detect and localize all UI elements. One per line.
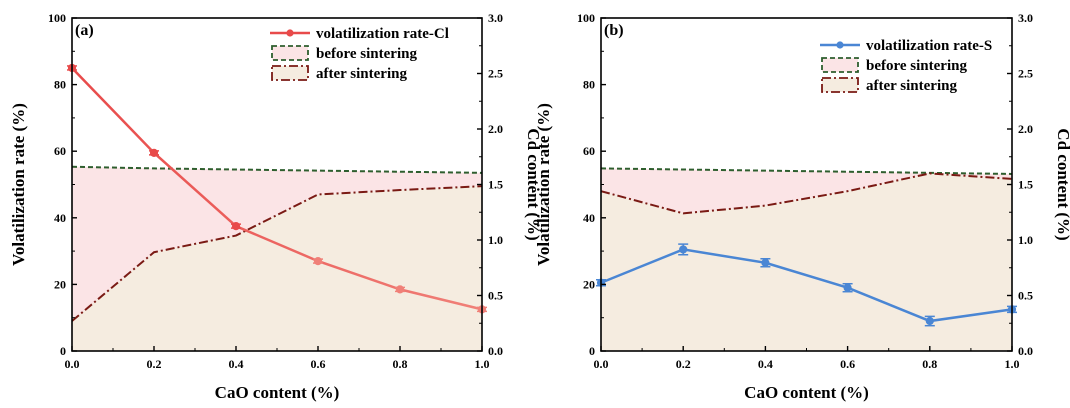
y-left-tick-label: 80 <box>583 78 595 92</box>
volatilization-line <box>71 67 483 311</box>
data-point <box>149 148 159 157</box>
y-right-tick-label: 3.0 <box>1018 11 1033 25</box>
x-tick-label: 0.6 <box>311 357 326 371</box>
y-left-tick-label: 40 <box>54 211 66 225</box>
y-right-tick-label: 1.5 <box>1018 178 1033 192</box>
data-point <box>231 222 241 231</box>
y-right-tick-label: 0.5 <box>1018 289 1033 303</box>
panel-label: (a) <box>75 22 94 39</box>
y-right-tick-label: 2.5 <box>1018 67 1033 81</box>
data-point <box>313 256 323 266</box>
x-tick-label: 0.2 <box>676 357 691 371</box>
x-tick-label: 1.0 <box>1005 357 1020 371</box>
y-right-axis-title: Cd content (%) <box>524 128 543 240</box>
y-left-tick-label: 100 <box>48 11 66 25</box>
legend-label: before sintering <box>316 46 417 62</box>
after-sintering-area <box>72 186 482 351</box>
y-right-tick-label: 3.0 <box>488 11 503 25</box>
y-right-tick-label: 2.0 <box>1018 122 1033 136</box>
y-right-tick-label: 1.5 <box>488 178 503 192</box>
x-tick-label: 0.0 <box>65 357 80 371</box>
legend: volatilization rate-Cl before sintering af… <box>270 26 449 82</box>
legend-swatch-box <box>821 77 859 93</box>
x-tick-label: 0.6 <box>840 357 855 371</box>
legend-swatch-box <box>271 45 309 61</box>
y-left-tick-label: 0 <box>589 344 595 358</box>
x-tick-label: 0.8 <box>393 357 408 371</box>
legend-swatch-marker <box>836 41 844 49</box>
y-right-tick-label: 1.0 <box>488 233 503 247</box>
panel-b: 0.0 0.2 0.4 0.6 0.8 1.0 0 20 40 60 80 100 0.0 0.5 1.0 1… <box>534 11 1070 402</box>
x-tick-label: 1.0 <box>475 357 490 371</box>
legend: volatilization rate-S before sintering aft… <box>820 38 992 94</box>
data-point <box>395 285 405 294</box>
legend-label: volatilization rate-S <box>866 38 992 54</box>
volatilization-line <box>600 248 1013 323</box>
panel-label: (b) <box>604 22 624 39</box>
after-sintering-line <box>600 172 1013 215</box>
after-sintering-line <box>71 185 483 322</box>
x-axis-title: CaO content (%) <box>744 383 869 402</box>
x-tick-label: 0.4 <box>229 357 244 371</box>
data-point <box>925 316 934 326</box>
y-left-tick-label: 60 <box>583 144 595 158</box>
y-left-tick-label: 60 <box>54 144 66 158</box>
y-left-tick-label: 20 <box>583 277 595 291</box>
y-left-tick-label: 40 <box>583 211 595 225</box>
y-right-tick-label: 2.0 <box>488 122 503 136</box>
x-tick-label: 0.0 <box>594 357 609 371</box>
data-point <box>761 258 770 267</box>
data-point <box>679 245 688 254</box>
y-left-tick-label: 0 <box>60 344 66 358</box>
y-right-tick-label: 2.5 <box>488 67 503 81</box>
y-left-axis-title: Volatilization rate (%) <box>9 103 28 266</box>
legend-swatch-box <box>271 65 309 81</box>
y-right-tick-label: 0.5 <box>488 289 503 303</box>
x-tick-label: 0.8 <box>922 357 937 371</box>
legend-label: after sintering <box>866 78 957 94</box>
y-right-axis-title: Cd content (%) <box>1054 128 1070 240</box>
legend-swatch-box <box>821 57 859 73</box>
y-left-tick-label: 100 <box>577 11 595 25</box>
x-tick-label: 0.2 <box>147 357 162 371</box>
y-right-tick-label: 0.0 <box>1018 344 1033 358</box>
y-right-tick-label: 1.0 <box>1018 233 1033 247</box>
legend-label: before sintering <box>866 58 967 74</box>
y-left-tick-label: 20 <box>54 277 66 291</box>
legend-swatch-marker <box>286 29 294 37</box>
legend-label: volatilization rate-Cl <box>316 26 449 42</box>
before-sintering-line <box>600 167 1013 175</box>
before-sintering-line <box>71 165 483 174</box>
y-right-tick-label: 0.0 <box>488 344 503 358</box>
after-sintering-area <box>601 173 1012 351</box>
x-axis-title: CaO content (%) <box>215 383 340 402</box>
data-point <box>843 283 852 292</box>
y-left-tick-label: 80 <box>54 78 66 92</box>
y-left-axis-title: Volatilization rate (%) <box>534 103 553 266</box>
legend-label: after sintering <box>316 66 407 82</box>
x-tick-label: 0.4 <box>758 357 773 371</box>
panel-a: 0.0 0.2 0.4 0.6 0.8 1.0 0 20 40 60 80 100 0.0 0.5 1.0 1… <box>9 11 543 402</box>
